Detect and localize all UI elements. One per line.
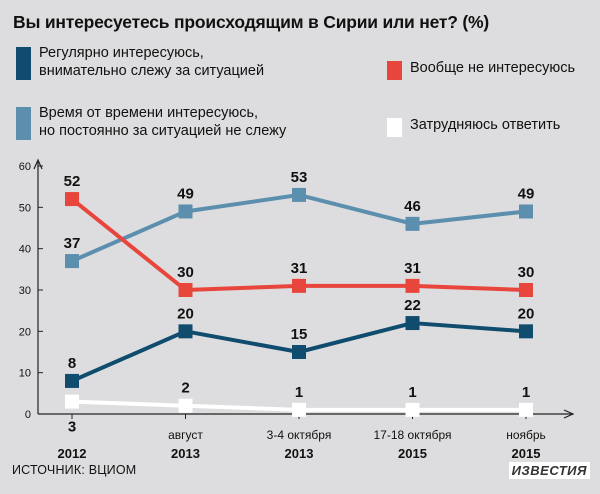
legend-label-not-interested: Вообще не интересуюсь xyxy=(410,60,576,76)
legend-item-sometimes-interested: Время от времени интересуюсь, но постоян… xyxy=(16,105,286,140)
x-tick-label: ноябрь xyxy=(506,428,546,442)
data-label-hard-to-answer: 1 xyxy=(522,384,530,401)
data-label-hard-to-answer: 3 xyxy=(68,419,76,436)
data-point-hard-to-answer xyxy=(292,402,306,417)
data-point-hard-to-answer xyxy=(178,398,193,413)
y-tick-label: 40 xyxy=(19,244,31,256)
data-point-sometimes-interested xyxy=(292,187,306,202)
legend-item-regularly-interested: Регулярно интересуюсь, внимательно слежу… xyxy=(16,45,264,80)
x-tick-label: август xyxy=(168,428,203,442)
data-label-hard-to-answer: 1 xyxy=(408,384,416,401)
data-point-not-interested xyxy=(405,278,420,293)
data-point-not-interested xyxy=(65,192,79,207)
data-point-regularly-interested xyxy=(292,345,306,359)
y-tick-label: 50 xyxy=(19,202,31,214)
legend-swatch-not-interested xyxy=(387,61,402,80)
data-point-hard-to-answer xyxy=(405,402,420,417)
data-label-sometimes-interested: 46 xyxy=(404,198,421,215)
data-point-sometimes-interested xyxy=(65,254,79,269)
x-tick-label-year: 2012 xyxy=(58,446,87,461)
legend-swatch-hard-to-answer xyxy=(387,118,402,137)
legend-item-hard-to-answer: Затрудняюсь ответить xyxy=(387,117,560,137)
data-point-sometimes-interested xyxy=(178,204,193,219)
data-label-sometimes-interested: 53 xyxy=(291,169,308,186)
legend-swatch-sometimes-interested xyxy=(16,107,31,140)
x-tick-label: 17-18 октября xyxy=(374,428,452,442)
data-label-hard-to-answer: 1 xyxy=(295,384,303,401)
data-label-not-interested: 52 xyxy=(64,173,81,190)
data-label-regularly-interested: 8 xyxy=(68,355,76,372)
data-point-not-interested xyxy=(178,283,193,297)
data-point-not-interested xyxy=(292,278,306,293)
data-point-regularly-interested xyxy=(178,324,193,339)
publisher-logo: ИЗВЕСТИЯ xyxy=(508,462,590,479)
x-tick-label-year: 2013 xyxy=(171,446,200,461)
y-tick-label: 10 xyxy=(19,368,31,380)
data-label-sometimes-interested: 49 xyxy=(518,185,535,202)
data-label-sometimes-interested: 49 xyxy=(177,185,194,202)
data-label-regularly-interested: 22 xyxy=(404,297,421,314)
source-note: ИСТОЧНИК: ВЦИОМ xyxy=(12,463,137,477)
y-tick-label: 30 xyxy=(19,285,31,297)
x-tick-label-year: 2013 xyxy=(285,446,314,461)
data-label-not-interested: 30 xyxy=(177,264,194,281)
legend-label-sometimes-interested: Время от времени интересуюсь, но постоян… xyxy=(39,105,287,139)
data-label-sometimes-interested: 37 xyxy=(64,235,81,252)
data-point-regularly-interested xyxy=(519,324,533,339)
data-point-hard-to-answer xyxy=(65,394,79,409)
data-label-hard-to-answer: 2 xyxy=(181,380,189,397)
data-label-not-interested: 30 xyxy=(518,264,535,281)
y-tick-label: 20 xyxy=(19,326,31,338)
chart-title: Вы интересуетесь происходящим в Сирии ил… xyxy=(13,12,490,32)
data-point-regularly-interested xyxy=(65,373,79,388)
legend-item-not-interested: Вообще не интересуюсь xyxy=(387,60,575,80)
data-point-sometimes-interested xyxy=(405,216,420,231)
data-point-not-interested xyxy=(519,283,533,297)
legend-label-regularly-interested: Регулярно интересуюсь, внимательно слежу… xyxy=(39,45,265,79)
legend-label-hard-to-answer: Затрудняюсь ответить xyxy=(410,117,561,133)
x-axis-arrow xyxy=(563,409,575,419)
x-tick-label: 3-4 октября xyxy=(267,428,332,442)
data-label-regularly-interested: 20 xyxy=(518,305,535,322)
data-label-regularly-interested: 20 xyxy=(177,305,194,322)
data-label-not-interested: 31 xyxy=(404,260,421,277)
legend-swatch-regularly-interested xyxy=(16,47,31,80)
x-tick-label-year: 2015 xyxy=(398,446,427,461)
data-point-sometimes-interested xyxy=(519,204,533,219)
y-tick-label: 0 xyxy=(25,409,31,421)
data-point-regularly-interested xyxy=(405,316,420,331)
data-point-hard-to-answer xyxy=(519,402,533,417)
y-tick-label: 60 xyxy=(19,161,31,173)
x-tick-label-year: 2015 xyxy=(512,446,541,461)
data-label-not-interested: 31 xyxy=(291,260,308,277)
data-label-regularly-interested: 15 xyxy=(291,326,308,343)
